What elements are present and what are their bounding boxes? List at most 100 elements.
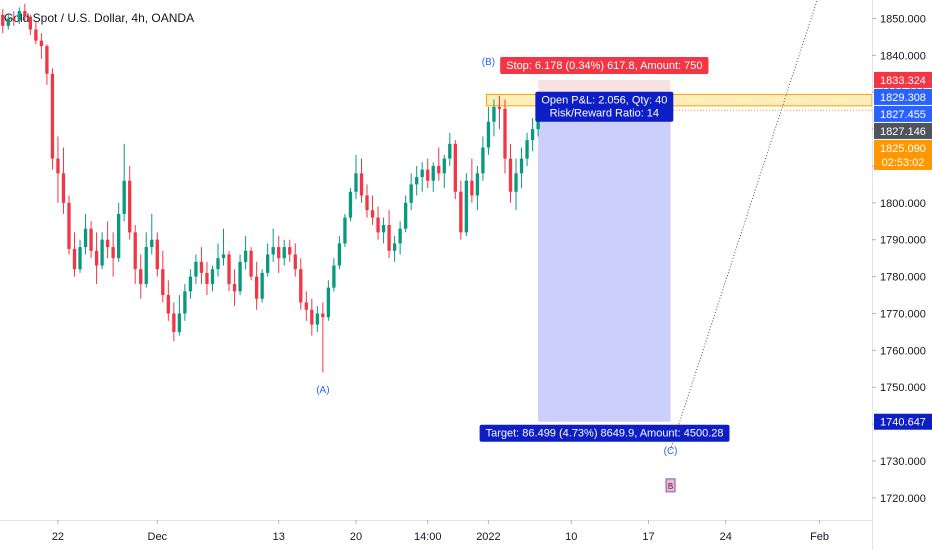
price-label-bg xyxy=(874,122,932,139)
candle-body xyxy=(100,239,104,266)
candle-body xyxy=(304,302,308,310)
target-label[interactable]: Target: 86.499 (4.73%) 8649.9, Amount: 4… xyxy=(479,424,730,442)
candle-body xyxy=(326,287,331,318)
price-label: 1829.308 xyxy=(880,92,926,104)
candle-body xyxy=(370,210,375,218)
candle-body xyxy=(337,243,342,266)
time-tick-label: 22 xyxy=(52,531,64,543)
candle-body xyxy=(117,213,121,259)
candle-body xyxy=(210,269,215,284)
marker-badge[interactable] xyxy=(665,478,676,493)
candle-body xyxy=(381,224,386,233)
time-tick-label: 17 xyxy=(642,531,654,543)
candle-body xyxy=(172,313,176,332)
candle-body xyxy=(354,173,358,192)
candle-body xyxy=(409,184,413,203)
price-tick-label: 1790.000 xyxy=(880,235,926,247)
candle-body xyxy=(437,165,441,174)
candle-body xyxy=(260,272,264,299)
target-zone[interactable] xyxy=(538,102,671,422)
price-tick-label: 1750.000 xyxy=(880,382,926,394)
pnl-label-text: Open P&L: 2.056, Qty: 40 xyxy=(541,95,667,107)
candle-body xyxy=(216,258,220,270)
price-tick-label: 1760.000 xyxy=(880,345,926,357)
candle-body xyxy=(83,228,88,248)
price-label: 1827.455 xyxy=(880,109,926,121)
candle-body xyxy=(72,248,77,270)
price-label: 1833.324 xyxy=(880,75,926,87)
candle-body xyxy=(508,158,513,192)
candle-body xyxy=(277,247,281,259)
candle-body xyxy=(359,173,364,196)
price-tick-label: 1770.000 xyxy=(880,308,926,320)
candle-body xyxy=(17,11,21,21)
candle-body xyxy=(497,106,502,109)
wave-label[interactable]: (A) xyxy=(316,385,329,396)
chart-labels: (A) (B) (C) B Stop: 6.178 (0.34%) 617.8, Amo… xyxy=(316,56,730,493)
candle-body xyxy=(243,250,248,262)
projection-line[interactable] xyxy=(670,0,820,451)
candle-body xyxy=(288,247,292,255)
price-tick-label: 1840.000 xyxy=(880,50,926,62)
candle-body xyxy=(227,254,231,284)
candle-body xyxy=(448,143,452,159)
candle-body xyxy=(161,269,165,296)
candle-body xyxy=(503,108,507,159)
time-tick-label: 24 xyxy=(720,531,732,543)
candle-body xyxy=(403,202,408,229)
price-label-bg xyxy=(874,139,932,170)
candle-body xyxy=(398,228,402,244)
candle-body xyxy=(45,46,49,74)
candle-body xyxy=(392,243,397,251)
candle-body xyxy=(266,254,270,273)
symbol-title: Gold Spot / U.S. Dollar, 4h, OANDA xyxy=(4,11,195,25)
candle-body xyxy=(28,16,33,30)
candle-body xyxy=(183,291,187,314)
pnl-label-text: Risk/Reward Ratio: 14 xyxy=(550,108,659,120)
candle-body xyxy=(177,313,182,332)
time-tick-label: 13 xyxy=(273,531,285,543)
candle-body xyxy=(315,313,319,325)
candle-body xyxy=(39,40,44,47)
candle-body xyxy=(78,247,82,270)
candle-body xyxy=(282,247,286,259)
time-tick-label: 2022 xyxy=(476,531,500,543)
candle-body xyxy=(464,180,469,233)
candle-body xyxy=(249,250,253,277)
wave-label[interactable]: (C) xyxy=(664,446,678,457)
price-label-bg xyxy=(874,71,932,88)
position-zones xyxy=(485,79,873,422)
candle-body xyxy=(166,295,170,314)
time-tick-label: 10 xyxy=(565,531,577,543)
candle-body xyxy=(238,261,242,292)
wave-label[interactable]: (B) xyxy=(482,57,495,68)
time-tick-label: Feb xyxy=(810,531,829,543)
price-tick-label: 1780.000 xyxy=(880,272,926,284)
candle-body xyxy=(470,180,474,196)
stop-label[interactable]: Stop: 6.178 (0.34%) 617.8, Amount: 750 xyxy=(500,56,709,74)
candle-body xyxy=(525,140,529,159)
candle-body xyxy=(376,217,380,233)
candle-body xyxy=(194,261,198,277)
candle-body xyxy=(475,173,480,196)
stop-label-text: Stop: 6.178 (0.34%) 617.8, Amount: 750 xyxy=(506,60,702,72)
candle-body xyxy=(442,158,446,174)
candle-body xyxy=(6,18,10,26)
candle-body xyxy=(514,173,518,192)
candle-body xyxy=(67,202,71,249)
pnl-label-bg xyxy=(535,91,674,122)
candle-body xyxy=(293,254,297,270)
candle-body xyxy=(122,180,126,214)
candle-body xyxy=(453,143,457,192)
candle-body xyxy=(486,121,491,148)
candle-body xyxy=(12,18,16,21)
candle-body xyxy=(34,29,38,41)
stop-label-bg xyxy=(500,56,709,74)
target-label-bg xyxy=(479,424,730,442)
candle-body xyxy=(199,261,204,273)
candle-body xyxy=(299,269,303,303)
candle-body xyxy=(221,254,226,259)
